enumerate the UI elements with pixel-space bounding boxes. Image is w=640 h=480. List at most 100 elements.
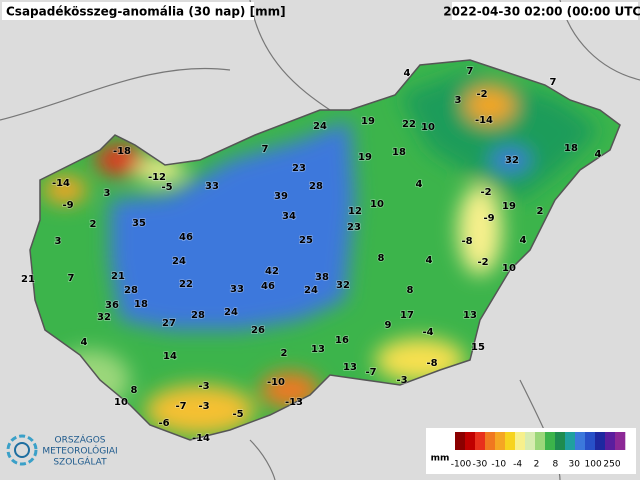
timestamp: 2022-04-30 02:00 (00:00 UTC) (443, 5, 640, 19)
legend-unit: mm (431, 454, 450, 464)
timestamp-box (452, 2, 638, 20)
station-value: 25 (299, 235, 313, 246)
legend: -100 -30 -10 -4 2 8 30 100 250 (451, 432, 626, 470)
station-value: -18 (113, 146, 131, 157)
station-value: 10 (114, 397, 128, 408)
station-value: 7 (550, 77, 557, 88)
station-value: 18 (134, 299, 148, 310)
logo-line: SZOLGÁLAT (53, 456, 107, 468)
station-value: 32 (336, 280, 350, 291)
station-value: -5 (161, 182, 172, 193)
station-value: 42 (265, 266, 279, 277)
station-value: -12 (148, 172, 166, 183)
station-value: 8 (378, 253, 385, 264)
station-value: 46 (261, 281, 275, 292)
station-value: 33 (205, 181, 219, 192)
station-value: -9 (483, 213, 494, 224)
station-value: 34 (282, 211, 296, 222)
station-value: 33 (230, 284, 244, 295)
station-value: 21 (21, 274, 35, 285)
station-value: 23 (292, 163, 306, 174)
station-value: -3 (198, 381, 209, 392)
station-value: -3 (198, 401, 209, 412)
station-value: -3 (396, 375, 407, 386)
legend-label: 100 (585, 460, 602, 470)
station-value: -13 (285, 397, 303, 408)
legend-swatch (525, 432, 536, 450)
station-value: 36 (105, 300, 119, 311)
legend-swatch (555, 432, 566, 450)
station-value: 32 (505, 155, 519, 166)
station-value: 4 (81, 337, 88, 348)
station-value: -6 (158, 418, 169, 429)
legend-label: -30 (473, 460, 488, 470)
station-value: 38 (315, 272, 329, 283)
legend-swatch (605, 432, 616, 450)
legend-label: -100 (451, 460, 472, 470)
station-value: 4 (404, 68, 411, 79)
legend-swatch (485, 432, 496, 450)
station-value: 28 (191, 310, 205, 321)
station-value: -8 (461, 236, 472, 247)
legend-swatch (535, 432, 546, 450)
station-value: 10 (421, 122, 435, 133)
title: Csapadékösszeg-anomália (30 nap) [mm] (6, 5, 286, 19)
station-value: 19 (358, 152, 372, 163)
logo-line: ORSZÁGOS (55, 434, 106, 446)
station-value: 35 (132, 218, 146, 229)
station-value: -7 (175, 401, 186, 412)
legend-swatch (515, 432, 526, 450)
legend-swatch (615, 432, 626, 450)
station-value: 13 (311, 344, 325, 355)
station-value: 12 (348, 206, 362, 217)
station-value: 4 (595, 149, 602, 160)
station-value: -2 (477, 257, 488, 268)
station-value: 4 (520, 235, 527, 246)
station-value: 24 (313, 121, 327, 132)
logo: ORSZÁGOS METEOROLÓGIAI SZOLGÁLAT (6, 434, 118, 468)
station-value: 7 (262, 144, 269, 155)
station-value: -2 (476, 89, 487, 100)
station-value: 39 (274, 191, 288, 202)
station-value: -8 (426, 358, 437, 369)
station-value: 18 (392, 147, 406, 158)
station-value: -14 (192, 433, 210, 444)
station-value: 19 (502, 201, 516, 212)
legend-swatch (455, 432, 466, 450)
legend-swatch (465, 432, 476, 450)
station-value: -14 (475, 115, 493, 126)
station-value: 7 (68, 273, 75, 284)
station-value: 3 (104, 188, 111, 199)
station-value: 4 (426, 255, 433, 266)
station-value: 4 (416, 179, 423, 190)
station-value: -7 (365, 367, 376, 378)
legend-label: -10 (491, 460, 506, 470)
station-value: -10 (267, 377, 285, 388)
station-value: 18 (564, 143, 578, 154)
station-value: 15 (471, 342, 485, 353)
legend-swatch (505, 432, 516, 450)
station-value: 26 (251, 325, 265, 336)
legend-swatch (595, 432, 606, 450)
station-value: 2 (90, 219, 97, 230)
station-value: 32 (97, 312, 111, 323)
station-value: 8 (407, 285, 414, 296)
legend-label: 8 (553, 460, 559, 470)
station-value: -4 (422, 327, 433, 338)
legend-label: 250 (603, 460, 620, 470)
station-value: 22 (179, 279, 193, 290)
station-value: 46 (179, 232, 193, 243)
legend-swatch (575, 432, 586, 450)
legend-label: 2 (534, 460, 540, 470)
station-value: 19 (361, 116, 375, 127)
legend-swatch (565, 432, 576, 450)
station-value: 3 (55, 236, 62, 247)
station-value: 17 (400, 310, 414, 321)
legend-swatch (495, 432, 506, 450)
station-value: 10 (502, 263, 516, 274)
station-value: 28 (309, 181, 323, 192)
station-value: 23 (347, 222, 361, 233)
